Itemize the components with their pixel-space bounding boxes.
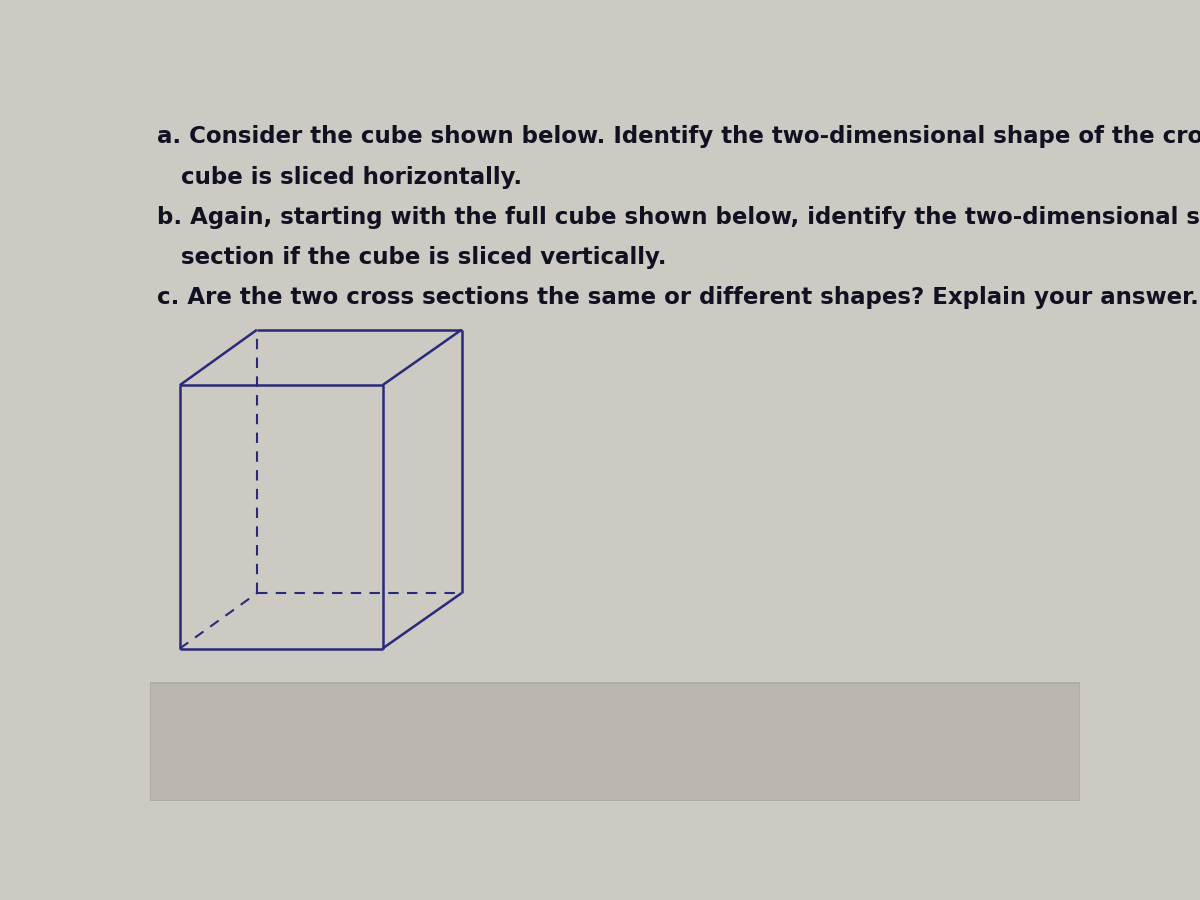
- FancyBboxPatch shape: [150, 683, 1080, 801]
- Text: b. Again, starting with the full cube shown below, identify the two-dimensional : b. Again, starting with the full cube sh…: [157, 206, 1200, 229]
- Text: c. Are the two cross sections the same or different shapes? Explain your answer.: c. Are the two cross sections the same o…: [157, 286, 1199, 309]
- Text: a. Consider the cube shown below. Identify the two-dimensional shape of the cros: a. Consider the cube shown below. Identi…: [157, 125, 1200, 148]
- Text: section if the cube is sliced vertically.: section if the cube is sliced vertically…: [157, 246, 667, 269]
- Text: cube is sliced horizontally.: cube is sliced horizontally.: [157, 166, 522, 188]
